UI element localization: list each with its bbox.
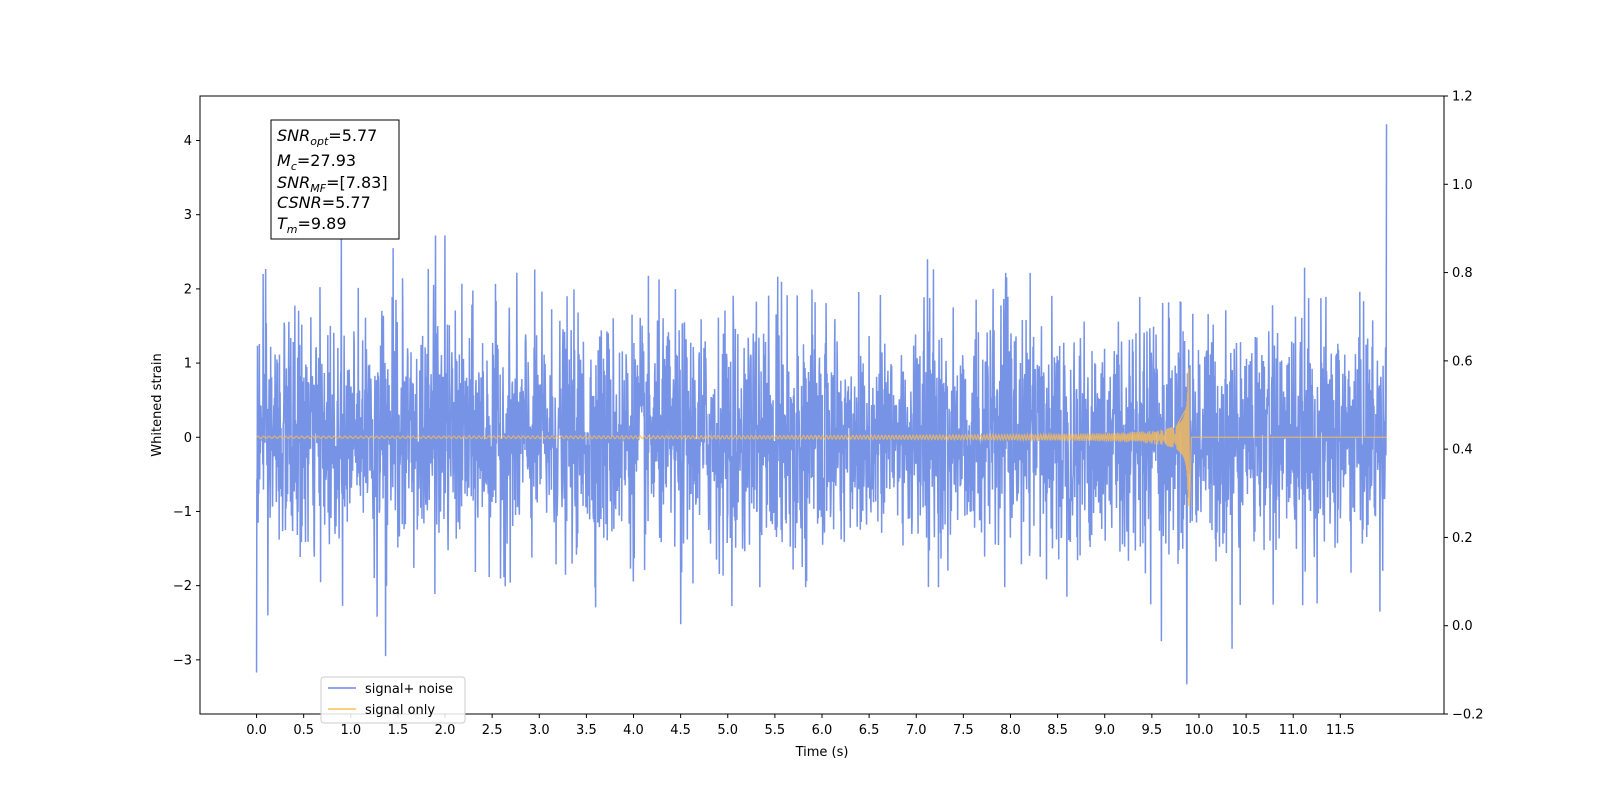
y-tick-label: 0 xyxy=(184,431,192,446)
annotation-subscript: m xyxy=(287,223,298,236)
y-tick-label: 1 xyxy=(184,357,192,372)
x-tick-label: 1.5 xyxy=(388,723,409,738)
y2-tick-label: 0.2 xyxy=(1452,531,1473,546)
y-tick-label: 4 xyxy=(184,134,192,149)
x-tick-label: 2.5 xyxy=(482,723,503,738)
annotation-line: Mc=27.93 xyxy=(277,151,356,173)
x-tick-label: 7.0 xyxy=(906,723,927,738)
x-axis-label: Time (s) xyxy=(795,745,849,760)
x-tick-label: 0.5 xyxy=(293,723,314,738)
x-tick-label: 2.0 xyxy=(435,723,456,738)
y2-tick-label: 0.6 xyxy=(1452,354,1473,369)
annotation-value: =9.89 xyxy=(298,214,347,233)
x-tick-label: 3.5 xyxy=(576,723,597,738)
annotation-value: =5.77 xyxy=(328,126,377,145)
x-tick-label: 4.5 xyxy=(670,723,691,738)
x-tick-label: 4.0 xyxy=(623,723,644,738)
annotation-value: =27.93 xyxy=(297,151,356,170)
y2-tick-label: −0.2 xyxy=(1452,708,1484,723)
annotation-subscript: opt xyxy=(310,135,329,148)
annotation-symbol: SNR xyxy=(277,173,310,192)
annotation-symbol: M xyxy=(277,151,291,170)
y-tick-label: 3 xyxy=(184,208,192,223)
y-axis-ticks: 4 3 2 1 0 −1 −2 −3 xyxy=(173,134,200,668)
annotation-line: Tm=9.89 xyxy=(277,214,347,236)
y-tick-label: −3 xyxy=(173,653,192,668)
x-tick-label: 10.0 xyxy=(1184,723,1213,738)
x-tick-label: 9.5 xyxy=(1142,723,1163,738)
x-tick-label: 5.0 xyxy=(717,723,738,738)
y-tick-label: −2 xyxy=(173,579,192,594)
y-tick-label: −1 xyxy=(173,505,192,520)
annotation-line: CSNR=5.77 xyxy=(277,193,371,212)
annotation-value: =5.77 xyxy=(322,193,371,212)
annotation-box: SNRopt=5.77Mc=27.93SNRMF=[7.83]CSNR=5.77… xyxy=(270,119,400,240)
y2-tick-label: 0.4 xyxy=(1452,443,1473,458)
y-tick-label: 2 xyxy=(184,282,192,297)
annotation-line: SNRopt=5.77 xyxy=(277,126,377,148)
signal-only-trace-layer xyxy=(256,368,1387,507)
x-tick-label: 10.5 xyxy=(1232,723,1261,738)
annotation-symbol: CSNR xyxy=(277,193,322,212)
y2-axis-ticks: 1.2 1.0 0.8 0.6 0.4 0.2 0.0 −0.2 xyxy=(1444,90,1484,723)
y-axis-label: Whitened strain xyxy=(150,353,165,456)
y2-tick-label: 1.0 xyxy=(1452,178,1473,193)
x-tick-label: 11.0 xyxy=(1279,723,1308,738)
annotation-subscript: c xyxy=(291,160,297,173)
x-tick-label: 5.5 xyxy=(765,723,786,738)
x-tick-label: 9.0 xyxy=(1094,723,1115,738)
x-tick-label: 3.0 xyxy=(529,723,550,738)
annotation-symbol: SNR xyxy=(277,126,310,145)
annotation-line: SNRMF=[7.83] xyxy=(277,173,388,195)
x-tick-label: 8.0 xyxy=(1000,723,1021,738)
signal-plus-noise-line xyxy=(255,124,1388,685)
y2-tick-label: 1.2 xyxy=(1452,90,1473,105)
y2-tick-label: 0.8 xyxy=(1452,266,1473,281)
x-axis-ticks: 0.0 0.5 1.0 1.5 2.0 2.5 3.0 3.5 4.0 4.5 5.0 5.5 6.0 6… xyxy=(246,714,1355,738)
legend: signal+ noise signal only xyxy=(320,676,466,724)
signal-plus-noise-trace-layer xyxy=(255,124,1388,685)
plot-area xyxy=(255,124,1388,685)
annotation-symbol: T xyxy=(277,214,288,233)
x-tick-label: 0.0 xyxy=(246,723,267,738)
x-tick-label: 11.5 xyxy=(1326,723,1355,738)
x-tick-label: 6.5 xyxy=(859,723,880,738)
legend-label-signal-plus-noise: signal+ noise xyxy=(365,682,453,697)
x-tick-label: 7.5 xyxy=(953,723,974,738)
x-tick-label: 1.0 xyxy=(340,723,361,738)
signal-only-line xyxy=(256,368,1387,507)
x-tick-label: 8.5 xyxy=(1047,723,1068,738)
x-tick-label: 6.0 xyxy=(812,723,833,738)
y2-tick-label: 0.0 xyxy=(1452,619,1473,634)
legend-label-signal-only: signal only xyxy=(365,703,435,718)
annotation-value: =[7.83] xyxy=(326,173,388,192)
annotation-subscript: MF xyxy=(310,182,326,195)
legend-frame xyxy=(320,676,466,724)
annotation-frame xyxy=(270,119,400,240)
